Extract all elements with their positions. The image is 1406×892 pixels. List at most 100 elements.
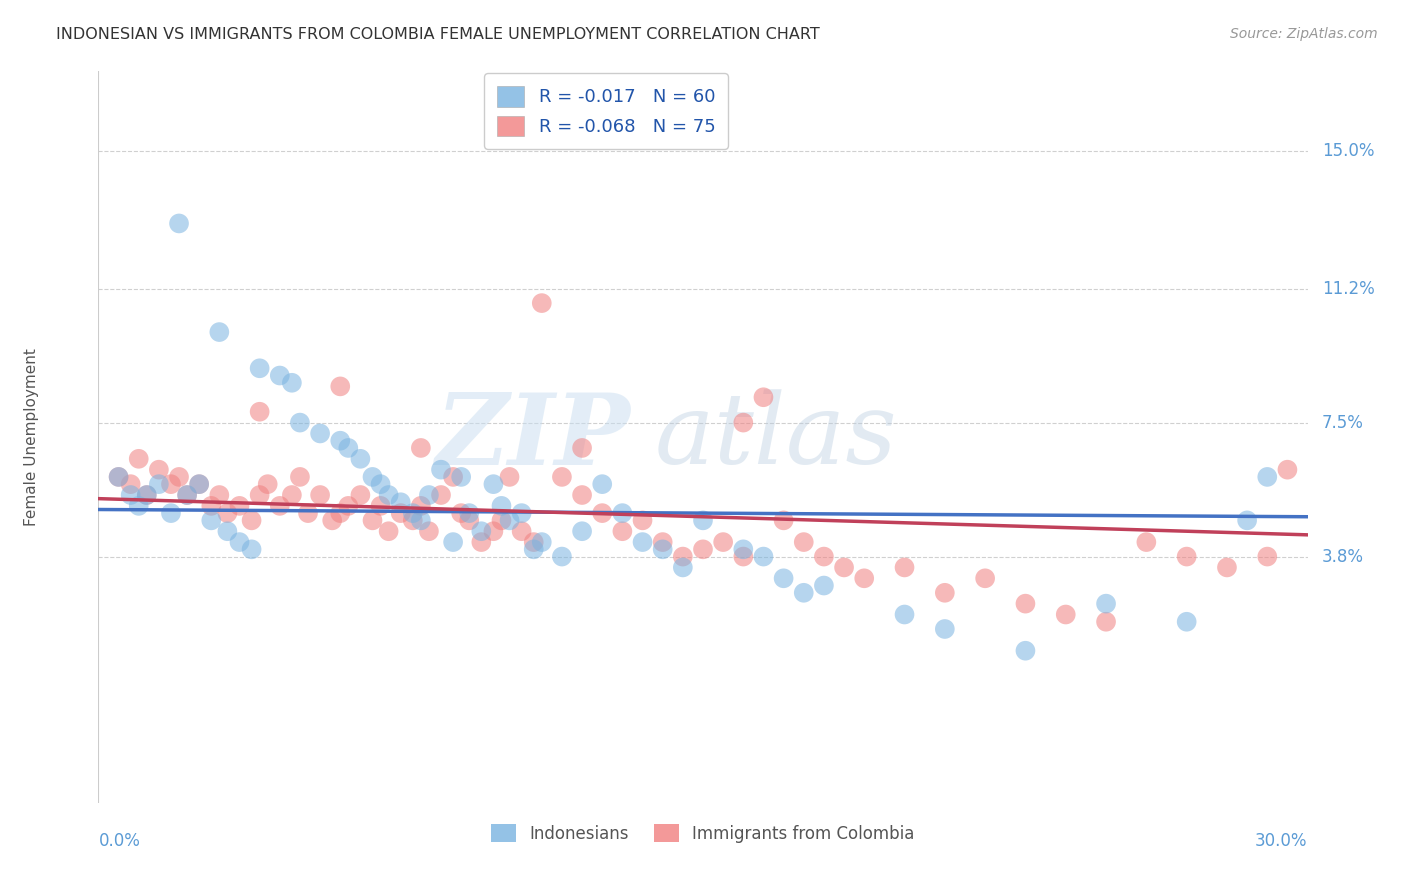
Point (309, 426, 332, 441)
Point (167, 470, 190, 484)
Point (672, 549, 695, 564)
Point (217, 506, 239, 520)
Point (321, 513, 343, 527)
Point (409, 513, 432, 527)
Point (1236, 513, 1258, 527)
Point (591, 477, 613, 491)
Point (228, 499, 250, 513)
Point (217, 524, 239, 539)
Legend: Indonesians, Immigrants from Colombia: Indonesians, Immigrants from Colombia (485, 818, 921, 849)
Point (200, 513, 222, 527)
Text: Female Unemployment: Female Unemployment (24, 348, 39, 526)
Point (135, 488, 157, 502)
Point (1175, 615, 1198, 629)
Point (591, 506, 613, 520)
Point (370, 499, 392, 513)
Point (249, 361, 271, 376)
Point (530, 296, 553, 310)
Point (772, 513, 794, 527)
Point (208, 325, 231, 339)
Point (249, 488, 271, 502)
Point (1054, 607, 1077, 622)
Point (240, 542, 263, 557)
Point (692, 513, 714, 527)
Point (612, 524, 634, 539)
Point (1014, 644, 1036, 658)
Text: 3.8%: 3.8% (1322, 548, 1364, 566)
Point (228, 535, 250, 549)
Point (612, 506, 634, 520)
Point (337, 441, 360, 455)
Point (934, 622, 956, 636)
Point (297, 506, 319, 520)
Point (389, 495, 412, 509)
Point (361, 470, 384, 484)
Point (631, 513, 654, 527)
Point (853, 571, 876, 585)
Point (409, 499, 432, 513)
Point (813, 578, 835, 592)
Point (256, 477, 278, 491)
Point (370, 477, 392, 491)
Point (281, 488, 304, 502)
Point (450, 470, 472, 484)
Point (188, 477, 211, 491)
Text: 30.0%: 30.0% (1256, 832, 1308, 850)
Point (329, 434, 352, 448)
Point (128, 451, 150, 466)
Point (430, 463, 453, 477)
Point (148, 477, 170, 491)
Point (430, 488, 453, 502)
Point (530, 535, 553, 549)
Point (1175, 549, 1198, 564)
Point (711, 535, 734, 549)
Point (470, 524, 492, 539)
Point (571, 488, 593, 502)
Text: 11.2%: 11.2% (1322, 279, 1375, 298)
Point (288, 470, 311, 484)
Point (733, 549, 755, 564)
Text: 7.5%: 7.5% (1322, 414, 1364, 432)
Point (551, 470, 574, 484)
Point (402, 513, 425, 527)
Point (1095, 615, 1118, 629)
Point (832, 560, 855, 574)
Point (441, 470, 464, 484)
Point (200, 499, 222, 513)
Point (441, 535, 464, 549)
Point (498, 470, 520, 484)
Point (733, 542, 755, 557)
Point (813, 549, 835, 564)
Point (631, 535, 654, 549)
Point (752, 549, 775, 564)
Point (498, 513, 520, 527)
Point (752, 390, 775, 404)
Point (148, 463, 170, 477)
Point (772, 571, 794, 585)
Point (1277, 463, 1299, 477)
Point (329, 379, 352, 393)
Point (167, 216, 190, 230)
Point (128, 499, 150, 513)
Point (176, 488, 198, 502)
Point (107, 470, 129, 484)
Point (934, 586, 956, 600)
Point (793, 535, 815, 549)
Point (349, 488, 371, 502)
Text: 0.0%: 0.0% (98, 832, 141, 850)
Point (1256, 470, 1278, 484)
Point (571, 524, 593, 539)
Point (329, 506, 352, 520)
Point (208, 488, 231, 502)
Point (377, 524, 399, 539)
Point (409, 441, 432, 455)
Point (281, 376, 304, 390)
Point (1256, 549, 1278, 564)
Point (482, 524, 505, 539)
Point (692, 542, 714, 557)
Point (389, 506, 412, 520)
Point (571, 441, 593, 455)
Point (491, 499, 513, 513)
Point (651, 535, 673, 549)
Point (135, 488, 157, 502)
